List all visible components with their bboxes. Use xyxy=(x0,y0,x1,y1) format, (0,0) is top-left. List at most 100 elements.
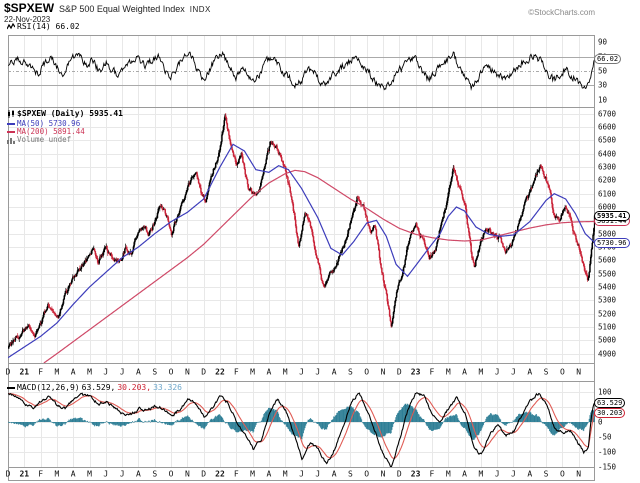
rsi-tick-label: 10 xyxy=(598,95,608,105)
month-label-bottom: 21 xyxy=(19,469,30,479)
month-label: M xyxy=(478,367,484,377)
volume-legend-label: Volume undef xyxy=(17,135,72,144)
rsi-tick-label: 50 xyxy=(598,66,608,76)
month-label: A xyxy=(462,367,467,377)
month-label: J xyxy=(119,367,125,377)
month-label-bottom: D xyxy=(396,469,402,479)
month-label: M xyxy=(87,367,92,377)
price-tick-label: 5500 xyxy=(598,269,617,279)
ma200-legend-label: MA(200) 5891.44 xyxy=(17,127,85,136)
stockcharts-credit: ©StockCharts.com xyxy=(528,8,595,17)
month-label-bottom: F xyxy=(38,469,44,479)
month-label-bottom: N xyxy=(380,469,386,479)
month-label: M xyxy=(250,367,255,377)
month-label-bottom: F xyxy=(429,469,435,479)
month-label-bottom: J xyxy=(511,469,516,479)
month-label-bottom: J xyxy=(103,469,109,479)
ma200-line-swatch-icon xyxy=(7,130,15,133)
volume-legend: Volume undef xyxy=(7,135,71,144)
month-label: A xyxy=(70,367,76,377)
candlestick-icon xyxy=(8,109,14,118)
month-label-bottom: S xyxy=(347,469,353,479)
last-value-bubble: 5730.96 xyxy=(594,237,630,248)
month-label-bottom: M xyxy=(282,469,288,479)
ma50-legend: MA(50) 5730.96 xyxy=(7,119,80,128)
month-label-bottom: M xyxy=(445,469,451,479)
month-label-bottom: 22 xyxy=(215,469,225,479)
month-label-bottom: M xyxy=(250,469,255,479)
month-label: A xyxy=(136,367,141,377)
chart-header: $SPXEW S&P 500 Equal Weighted Index INDX xyxy=(4,1,211,15)
month-label-bottom: J xyxy=(119,469,125,479)
macd-signal-value: 30.203, xyxy=(117,383,152,392)
month-label-bottom: F xyxy=(233,469,239,479)
month-label: J xyxy=(103,367,109,377)
month-label-bottom: J xyxy=(299,469,304,479)
month-label: N xyxy=(184,367,190,377)
price-tick-label: 6100 xyxy=(598,189,617,199)
month-label: F xyxy=(38,367,44,377)
macd-hist-value: 33.326 xyxy=(153,383,182,392)
price-legend: $SPXEW (Daily) 5935.41 xyxy=(7,109,123,118)
month-label: J xyxy=(494,367,500,377)
month-label: D xyxy=(5,367,11,377)
macd-value: 63.529, xyxy=(81,383,116,392)
month-label-bottom: N xyxy=(184,469,190,479)
macd-line-swatch-icon xyxy=(7,386,15,389)
month-label-bottom: O xyxy=(168,469,174,479)
month-label: M xyxy=(282,367,288,377)
macd-tick-label: 100 xyxy=(598,387,612,397)
symbol-title: $SPXEW xyxy=(4,1,55,15)
month-label: S xyxy=(347,367,353,377)
price-tick-label: 6200 xyxy=(598,175,617,185)
ma50-line-swatch-icon xyxy=(7,122,15,125)
last-value-bubble: 30.203 xyxy=(594,407,626,418)
last-value-bubble: 66.02 xyxy=(594,54,622,65)
exchange-label: INDX xyxy=(189,5,211,14)
month-label: A xyxy=(331,367,337,377)
price-tick-label: 5400 xyxy=(598,282,617,292)
month-label: N xyxy=(576,367,582,377)
price-tick-label: 6400 xyxy=(598,149,617,159)
rsi-legend-label: RSI(14) 66.02 xyxy=(17,22,80,31)
price-tick-label: 6300 xyxy=(598,162,617,172)
month-label-bottom: A xyxy=(70,469,76,479)
price-tick-label: 4900 xyxy=(598,349,617,359)
month-label: J xyxy=(511,367,516,377)
price-tick-label: 5300 xyxy=(598,295,617,305)
month-label-bottom: M xyxy=(54,469,60,479)
month-label-bottom: M xyxy=(87,469,92,479)
indicator-icon xyxy=(7,22,15,29)
month-label: F xyxy=(429,367,435,377)
macd-tick-label: -150 xyxy=(598,462,617,472)
month-label: D xyxy=(396,367,402,377)
price-tick-label: 5000 xyxy=(598,335,617,345)
month-label-bottom: D xyxy=(201,469,207,479)
price-tick-label: 5600 xyxy=(598,255,617,265)
month-label: S xyxy=(152,367,158,377)
month-label-bottom: S xyxy=(152,469,158,479)
index-full-name: S&P 500 Equal Weighted Index xyxy=(59,4,185,14)
price-tick-label: 6000 xyxy=(598,202,617,212)
ma50-legend-label: MA(50) 5730.96 xyxy=(17,119,81,128)
rsi-legend: RSI(14) 66.02 xyxy=(7,22,80,31)
month-label: F xyxy=(233,367,239,377)
month-label-bottom: A xyxy=(527,469,533,479)
month-label: O xyxy=(364,367,370,377)
rsi-tick-label: 30 xyxy=(598,80,608,90)
macd-tick-label: -100 xyxy=(598,447,617,457)
last-value-bubble: 5935.41 xyxy=(594,210,630,221)
month-label-bottom: A xyxy=(462,469,467,479)
month-label-bottom: A xyxy=(136,469,141,479)
month-label-bottom: N xyxy=(576,469,582,479)
month-label-bottom: J xyxy=(315,469,321,479)
macd-tick-label: 0 xyxy=(598,417,603,427)
month-label: 22 xyxy=(215,367,225,377)
month-label: A xyxy=(266,367,272,377)
month-label-bottom: D xyxy=(5,469,11,479)
month-label: A xyxy=(527,367,533,377)
month-label: J xyxy=(315,367,321,377)
month-label-bottom: J xyxy=(494,469,500,479)
